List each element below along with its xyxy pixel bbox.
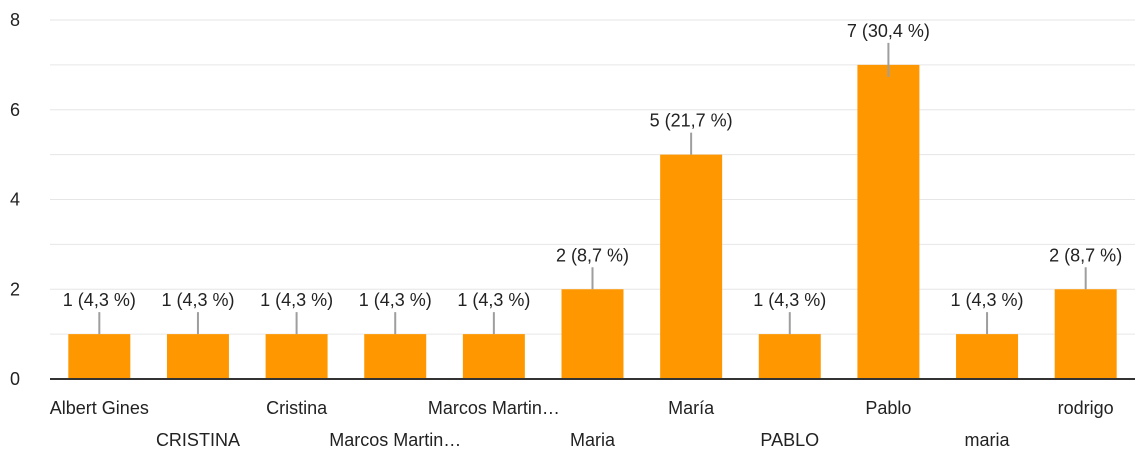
bar [364, 334, 427, 379]
x-tick-label: Marcos Martin… [428, 398, 560, 418]
data-label: 1 (4,3 %) [260, 290, 333, 310]
x-tick-label: CRISTINA [156, 430, 240, 450]
y-tick-label: 2 [10, 279, 20, 299]
y-tick-label: 8 [10, 10, 20, 30]
bar [660, 154, 723, 379]
bar [1054, 289, 1117, 379]
data-label: 1 (4,3 %) [161, 290, 234, 310]
x-tick-label: Marcos Martin… [329, 430, 461, 450]
bar [265, 334, 328, 379]
data-label: 2 (8,7 %) [556, 245, 629, 265]
bar [462, 334, 525, 379]
x-tick-label: rodrigo [1058, 398, 1114, 418]
data-label: 7 (30,4 %) [847, 21, 930, 41]
y-tick-label: 0 [10, 369, 20, 389]
x-tick-label: maria [965, 430, 1011, 450]
bar [166, 334, 229, 379]
bar [561, 289, 624, 379]
bar [857, 64, 920, 379]
x-tick-label: PABLO [760, 430, 819, 450]
bars [68, 64, 1117, 379]
x-tick-label: Maria [570, 430, 616, 450]
x-tick-label: Cristina [266, 398, 328, 418]
y-axis-ticks: 0 2 4 6 8 [10, 10, 20, 389]
data-label: 1 (4,3 %) [359, 290, 432, 310]
x-tick-label: Pablo [865, 398, 911, 418]
data-label: 1 (4,3 %) [753, 290, 826, 310]
x-tick-label: María [668, 398, 715, 418]
data-label: 5 (21,7 %) [650, 111, 733, 131]
bar [956, 334, 1019, 379]
bar [68, 334, 131, 379]
y-tick-label: 6 [10, 100, 20, 120]
data-label: 1 (4,3 %) [457, 290, 530, 310]
data-label: 2 (8,7 %) [1049, 245, 1122, 265]
y-tick-label: 4 [10, 190, 20, 210]
data-label: 1 (4,3 %) [63, 290, 136, 310]
x-tick-label: Albert Gines [50, 398, 149, 418]
data-labels: 1 (4,3 %) 1 (4,3 %) 1 (4,3 %) 1 (4,3 %) 1 (4… [63, 21, 1122, 335]
data-label: 1 (4,3 %) [951, 290, 1024, 310]
gridlines [50, 19, 1135, 335]
bar [758, 334, 821, 379]
